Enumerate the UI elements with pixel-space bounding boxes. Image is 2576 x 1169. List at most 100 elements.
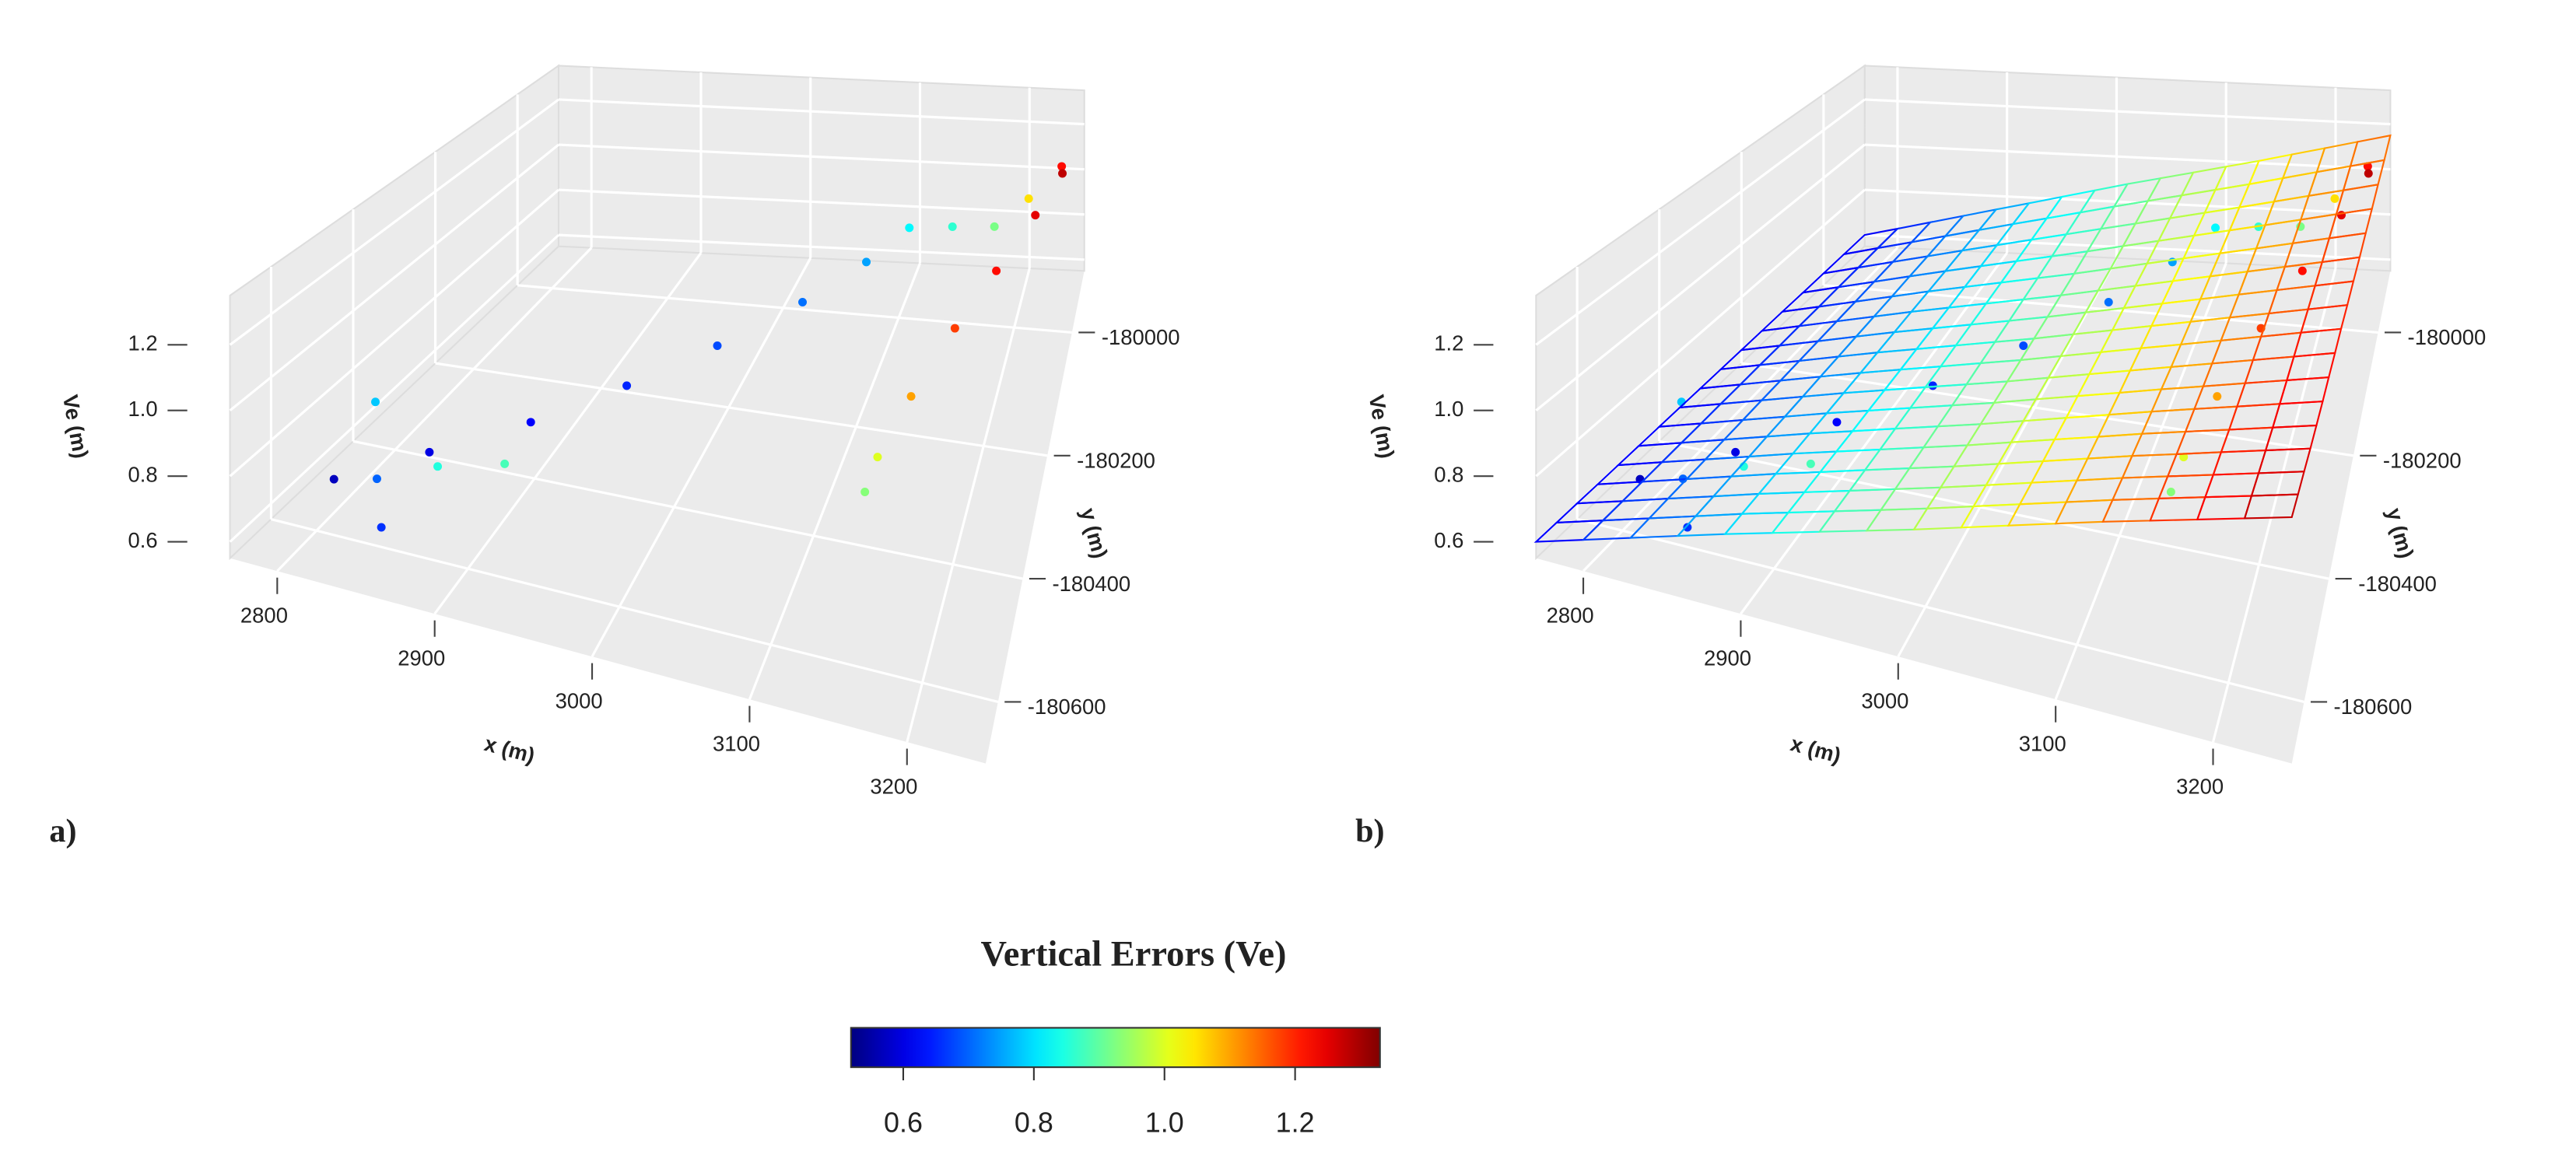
data-point bbox=[329, 474, 338, 484]
y-tick-label: -180200 bbox=[2383, 448, 2462, 472]
grid-line bbox=[229, 98, 559, 346]
x-tick-label: 2800 bbox=[1547, 604, 1594, 628]
grid-line bbox=[558, 233, 1085, 261]
colorbar-tick-label: 1.0 bbox=[1145, 1107, 1184, 1138]
grid-line bbox=[2054, 262, 2227, 700]
grid-line bbox=[1740, 252, 2008, 615]
data-point bbox=[2336, 211, 2346, 220]
z-axis-label: Ve (m) bbox=[1365, 393, 1400, 460]
grid-line bbox=[433, 252, 703, 615]
data-point bbox=[905, 223, 914, 233]
grid-line bbox=[1864, 143, 2391, 171]
colorbar-tick-label: 0.8 bbox=[1015, 1107, 1053, 1138]
data-point bbox=[2364, 169, 2373, 178]
data-point bbox=[950, 324, 959, 333]
data-point bbox=[1683, 523, 1692, 532]
grid-line bbox=[229, 188, 559, 478]
data-point bbox=[500, 459, 510, 468]
data-point bbox=[1031, 211, 1040, 220]
data-point bbox=[873, 453, 882, 462]
data-point bbox=[1024, 194, 1033, 203]
grid-line bbox=[1576, 518, 2304, 703]
grid-line bbox=[229, 143, 559, 411]
colorbar-title: Vertical Errors (Ve) bbox=[981, 934, 1287, 974]
data-point bbox=[992, 266, 1001, 275]
grid-line bbox=[591, 257, 812, 657]
surface-cell bbox=[2349, 134, 2392, 167]
z-tick-label: 1.0 bbox=[1434, 397, 1463, 421]
grid-line bbox=[906, 268, 1031, 743]
panel-label: b) bbox=[1355, 813, 1385, 849]
x-tick-label: 3200 bbox=[870, 774, 917, 798]
grid-line bbox=[558, 143, 1085, 171]
data-point bbox=[2297, 266, 2307, 275]
y-tick-label: -180600 bbox=[2334, 695, 2413, 719]
grid-line bbox=[1864, 98, 2391, 126]
data-point bbox=[990, 222, 999, 231]
grid-line bbox=[229, 233, 560, 543]
data-point bbox=[2019, 341, 2028, 350]
data-point bbox=[2213, 392, 2222, 401]
panel-label: a) bbox=[49, 813, 76, 849]
grid-line bbox=[1864, 188, 2391, 216]
grid-line bbox=[1864, 233, 2391, 261]
z-tick-label: 0.8 bbox=[1434, 462, 1463, 486]
y-tick-label: -180600 bbox=[1028, 695, 1106, 719]
data-point bbox=[371, 397, 380, 407]
data-point bbox=[1057, 162, 1067, 171]
grid-line bbox=[271, 518, 999, 703]
z-tick-label: 1.2 bbox=[1434, 331, 1463, 355]
colorbar-tick-label: 0.6 bbox=[884, 1107, 923, 1138]
grid-line bbox=[558, 188, 1085, 216]
panel: 2800 2900 3000 3100 3200 -180600 -180400 -18020… bbox=[49, 64, 1180, 849]
x-tick-label: 2800 bbox=[240, 604, 288, 628]
z-axis-label: Ve (m) bbox=[58, 393, 93, 460]
x-tick-label: 3000 bbox=[556, 689, 603, 713]
data-point bbox=[948, 222, 957, 231]
y-tick-label: -180200 bbox=[1077, 448, 1155, 472]
grid-line bbox=[1582, 247, 1899, 572]
y-axis-label: y (m) bbox=[2382, 506, 2419, 561]
data-point bbox=[860, 488, 870, 496]
panel: 2800 2900 3000 3100 3200 -180600 -180400 -18020… bbox=[1355, 64, 2487, 849]
z-tick-label: 0.8 bbox=[128, 462, 158, 486]
grid-line bbox=[2211, 268, 2337, 743]
x-axis-label: x (m) bbox=[1788, 731, 1843, 768]
data-point bbox=[372, 474, 381, 484]
y-axis-label: y (m) bbox=[1076, 506, 1113, 561]
grid-line bbox=[1535, 188, 1866, 478]
grid-line bbox=[1535, 143, 1866, 411]
colorbar bbox=[850, 1027, 1381, 1069]
x-tick-label: 3200 bbox=[2176, 774, 2224, 798]
data-point bbox=[2211, 223, 2220, 233]
grid-line bbox=[352, 439, 1023, 580]
data-point bbox=[2330, 194, 2339, 203]
z-tick-label: 1.2 bbox=[128, 331, 158, 355]
colorbar-tick-label: 1.2 bbox=[1276, 1107, 1315, 1138]
grid-line bbox=[276, 247, 593, 572]
data-point bbox=[2166, 488, 2175, 496]
data-point bbox=[1806, 459, 1815, 468]
grid-line bbox=[1535, 98, 1866, 346]
back-pane bbox=[557, 65, 1085, 272]
z-tick-label: 1.0 bbox=[128, 397, 158, 421]
grid-line bbox=[1659, 439, 2329, 580]
z-tick-label: 0.6 bbox=[1434, 528, 1463, 552]
data-point bbox=[798, 298, 808, 306]
data-point bbox=[1058, 169, 1067, 178]
data-point bbox=[377, 523, 386, 532]
grid-line bbox=[748, 262, 921, 700]
data-point bbox=[713, 341, 722, 350]
y-tick-label: -180000 bbox=[2408, 325, 2487, 349]
data-point bbox=[2179, 453, 2189, 462]
data-point bbox=[2104, 298, 2113, 306]
x-tick-label: 3100 bbox=[2019, 731, 2066, 755]
x-axis-label: x (m) bbox=[482, 731, 537, 768]
z-tick-label: 0.6 bbox=[128, 528, 158, 552]
grid-line bbox=[435, 362, 1048, 457]
grid-line bbox=[558, 98, 1085, 126]
data-point bbox=[433, 462, 443, 471]
grid-line bbox=[1897, 257, 2118, 657]
